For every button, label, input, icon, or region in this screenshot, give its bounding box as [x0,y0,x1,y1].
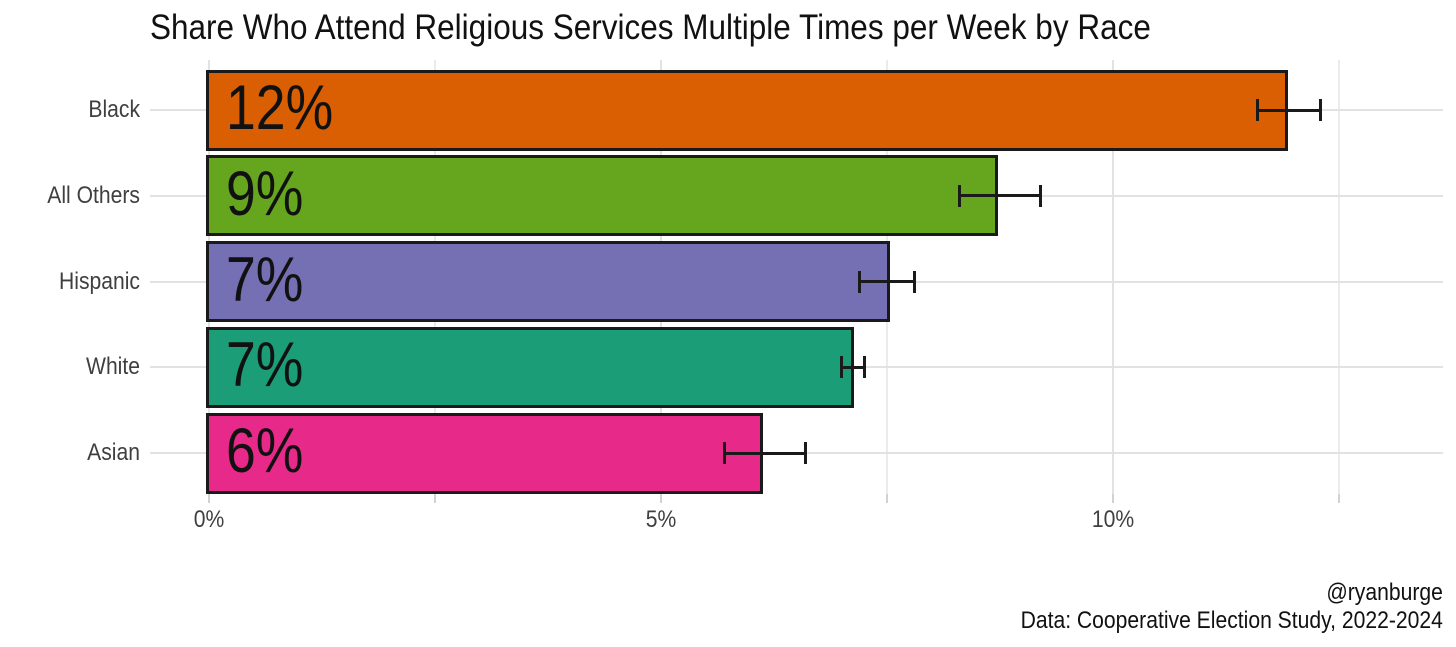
bar-all-others: 9% [206,155,999,237]
errorbar-cap-low-hispanic [858,270,862,293]
bar-value-label-asian: 6% [226,416,304,486]
errorbar-cap-high-hispanic [912,270,916,293]
caption-source: Data: Cooperative Election Study, 2022-2… [1020,607,1443,634]
x-axis-tick [434,494,436,503]
bar-value-label-all-others: 9% [226,158,304,229]
x-axis-tick [660,494,662,503]
errorbar-cap-high-white [862,356,866,379]
bar-value-label-black: 12% [226,73,334,143]
y-axis-label-black: Black [88,96,140,123]
y-axis-label-white: White [86,353,140,381]
errorbar-hispanic [859,280,915,283]
errorbar-cap-high-all-others [1039,184,1043,207]
errorbar-asian [724,451,806,455]
x-axis-tick-label: 0% [193,506,225,533]
errorbar-cap-low-white [840,356,844,379]
chart-caption: @ryanburge Data: Cooperative Election St… [1021,579,1443,635]
errorbar-cap-high-asian [804,442,808,464]
bar-value-label-hispanic: 7% [226,244,304,315]
x-axis-tick [208,494,210,503]
x-axis-tick-label: 10% [1091,506,1135,533]
chart-title: Share Who Attend Religious Services Mult… [150,8,1151,47]
plot-panel: 12% 9% 7% 7% 6% [150,60,1443,494]
y-axis-label-asian: Asian [87,439,140,466]
caption-handle: @ryanburge [1326,579,1443,606]
y-axis-label-hispanic: Hispanic [58,267,140,295]
gridline-vertical-major [1112,60,1114,494]
gridline-vertical-minor [1338,60,1340,494]
errorbar-cap-low-all-others [957,184,961,207]
bar-white: 7% [206,326,854,408]
x-axis-tick-label: 5% [645,506,677,533]
x-axis-tick [1338,494,1340,503]
errorbar-cap-low-black [1256,99,1260,121]
bar-value-label-white: 7% [226,330,304,401]
bar-black: 12% [206,69,1288,151]
x-axis-tick [1112,494,1114,503]
errorbar-cap-high-black [1319,99,1323,121]
errorbar-white [841,365,865,369]
x-axis-tick [886,494,888,503]
errorbar-cap-low-asian [722,442,726,464]
y-axis-label-all-others: All Others [47,181,140,209]
errorbar-black [1257,108,1321,112]
bar-hispanic: 7% [206,241,890,322]
bar-asian: 6% [206,412,764,494]
errorbar-all-others [959,194,1041,198]
